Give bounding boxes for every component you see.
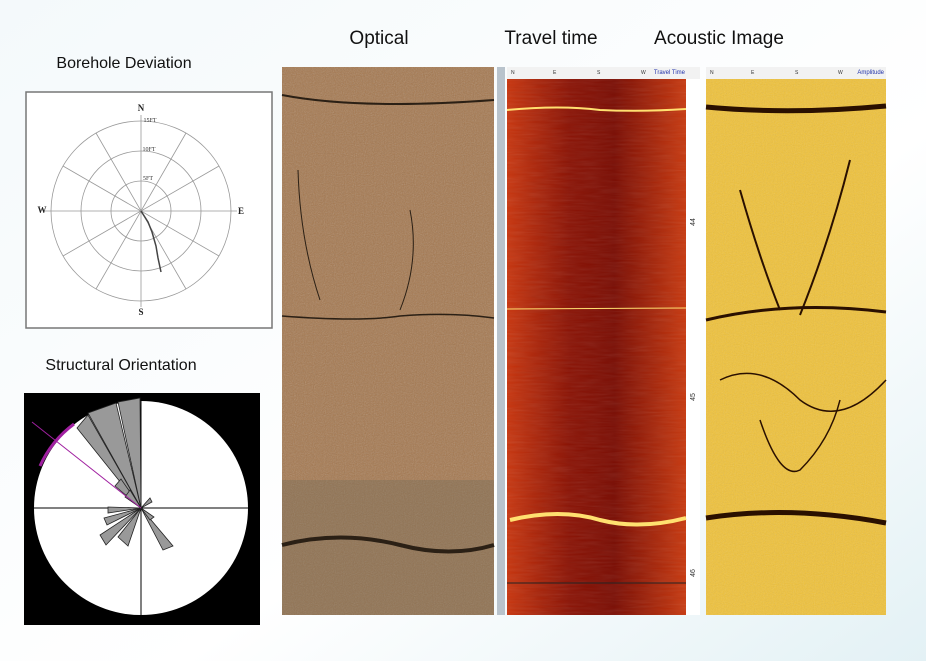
track-header-title: Travel Time — [654, 70, 686, 76]
track-header-label: E — [751, 70, 755, 76]
track-header-label: E — [553, 70, 557, 76]
depth-label: 45 — [690, 393, 697, 401]
depth-label: 46 — [690, 569, 697, 577]
ring-label: 15FT — [143, 118, 156, 124]
track-header-label: S — [795, 70, 799, 76]
track-header-label: W — [838, 70, 843, 76]
direction-label: E — [238, 206, 244, 216]
direction-label: S — [138, 307, 143, 317]
track-header-title: Amplitude — [857, 70, 884, 76]
optical-heading: Optical — [349, 28, 408, 49]
travel-time-heading: Travel time — [504, 28, 597, 49]
optical-image — [281, 67, 495, 615]
track-header-label: W — [641, 70, 646, 76]
direction-label: N — [138, 103, 145, 113]
rose-diagram — [24, 393, 260, 625]
track-header-label: N — [710, 70, 714, 76]
orientation-heading: Structural Orientation — [45, 357, 196, 374]
depth-label: 44 — [690, 218, 697, 226]
acoustic-heading: Acoustic Image — [654, 28, 784, 49]
deviation-plot: N E S W 5FT 10FT 15FT — [25, 91, 273, 329]
direction-label: W — [38, 205, 47, 215]
track-header-label: N — [511, 70, 515, 76]
acoustic-image: N E S W Amplitude — [705, 67, 887, 615]
ring-label: 10FT — [142, 147, 155, 153]
ring-label: 5FT — [143, 176, 153, 182]
deviation-heading: Borehole Deviation — [56, 55, 191, 72]
travel-time-track: N E S W Travel Time 44 45 46 — [497, 67, 700, 615]
track-header-label: S — [597, 70, 601, 76]
